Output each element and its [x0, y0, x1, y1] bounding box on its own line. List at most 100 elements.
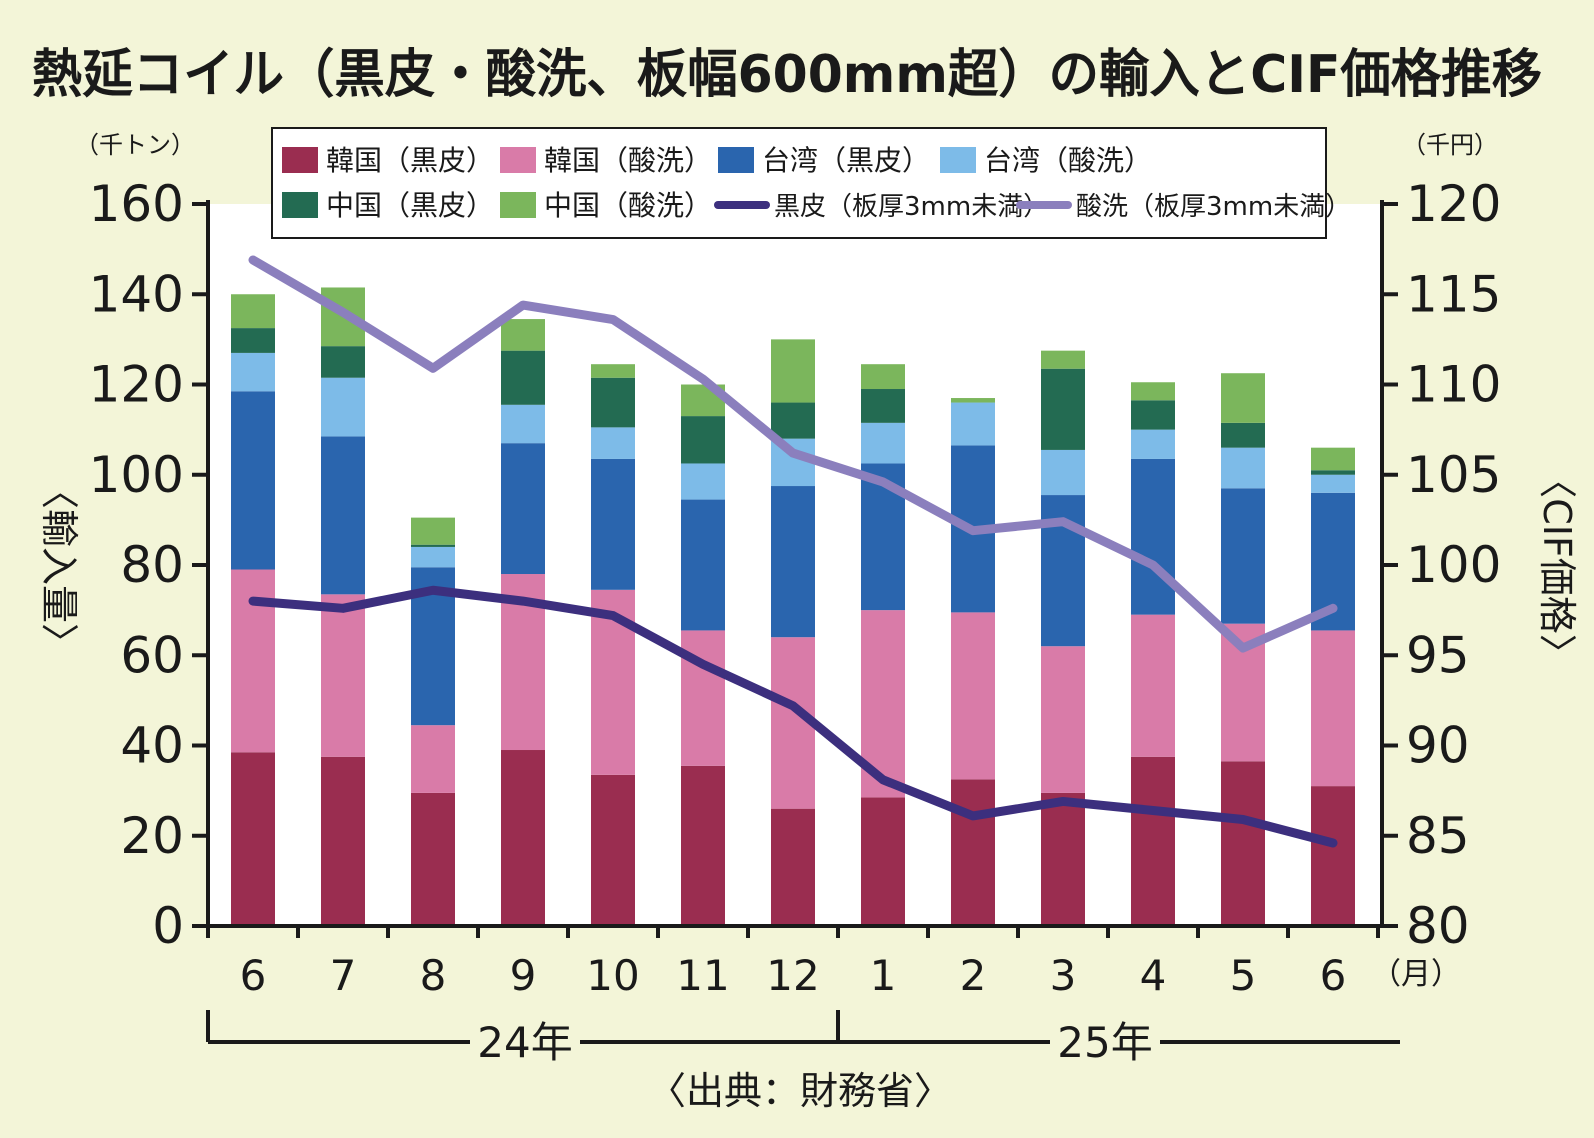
- legend-label-6: 黒皮（板厚3mm未満）: [774, 192, 1049, 222]
- x-tick-label-5: 11: [676, 951, 729, 1000]
- bar-segment-2-3: [501, 443, 545, 575]
- bar-segment-4-3: [501, 350, 545, 405]
- line-series-1: [248, 255, 1338, 653]
- bar-segment-5-11: [1221, 373, 1265, 423]
- bar-segment-5-2: [411, 517, 455, 545]
- bar-segment-0-6: [771, 808, 815, 926]
- bar-segment-5-9: [1041, 350, 1085, 369]
- x-tick-label-6: 12: [766, 951, 819, 1000]
- legend-swatch-5: [500, 192, 536, 218]
- x-tick-label-2: 8: [420, 951, 447, 1000]
- year-label-1: 25年: [1057, 1018, 1152, 1067]
- y-right-unit: （千円）: [1402, 131, 1498, 159]
- bar-segment-0-0: [231, 752, 275, 926]
- y-left-tick-label-6: 120: [89, 356, 184, 414]
- legend-label-2: 台湾（黒皮）: [762, 144, 930, 177]
- y-right-tick-label-1: 85: [1406, 807, 1470, 865]
- bar-segment-5-0: [231, 294, 275, 329]
- legend: 韓国（黒皮） 韓国（酸洗） 台湾（黒皮） 台湾（酸洗） 中国（黒皮） 中国（酸洗） 黒皮（板…: [271, 127, 1351, 239]
- line-series-0: [248, 585, 1338, 848]
- bar-segment-5-6: [771, 339, 815, 403]
- y-left-tick-label-5: 100: [89, 446, 184, 504]
- bar-segment-0-11: [1221, 761, 1265, 926]
- bar-segment-4-2: [411, 544, 455, 547]
- y-left-tick-label-1: 20: [120, 807, 184, 865]
- bar-segment-1-10: [1131, 614, 1175, 757]
- bar-segment-2-10: [1131, 458, 1175, 615]
- y-right-tick-label-6: 110: [1406, 356, 1501, 414]
- bar-segment-2-4: [591, 458, 635, 590]
- x-tick-label-9: 3: [1050, 951, 1077, 1000]
- bar-segment-4-10: [1131, 400, 1175, 430]
- lines-group: [248, 255, 1338, 848]
- bar-segment-3-3: [501, 404, 545, 444]
- source-note: 〈出典：財務省〉: [648, 1069, 952, 1113]
- legend-label-3: 台湾（酸洗）: [984, 144, 1152, 177]
- legend-label-4: 中国（黒皮）: [326, 189, 494, 222]
- bar-segment-5-12: [1311, 447, 1355, 471]
- bar-segment-2-11: [1221, 488, 1265, 624]
- y-left-tick-label-7: 140: [89, 265, 184, 323]
- y-right-tick-label-8: 120: [1406, 175, 1501, 233]
- y-right-tick-label-3: 95: [1406, 626, 1470, 684]
- legend-label-1: 韓国（酸洗）: [544, 144, 712, 177]
- bar-segment-2-5: [681, 499, 725, 631]
- bar-segment-4-0: [231, 328, 275, 353]
- bar-segment-0-7: [861, 797, 905, 926]
- y-right-tick-label-7: 115: [1406, 265, 1501, 323]
- chart-title: 熱延コイル（黒皮・酸洗、板幅600mm超）の輸入とCIF価格推移: [32, 45, 1542, 105]
- bar-segment-0-10: [1131, 756, 1175, 926]
- bar-segment-3-0: [231, 352, 275, 392]
- bar-segment-3-8: [951, 402, 995, 446]
- legend-label-7: 酸洗（板厚3mm未満）: [1076, 192, 1351, 222]
- bar-segment-0-9: [1041, 792, 1085, 926]
- bar-segment-2-0: [231, 391, 275, 570]
- bar-segment-5-10: [1131, 382, 1175, 401]
- legend-swatch-2: [718, 147, 754, 173]
- x-tick-label-4: 10: [586, 951, 639, 1000]
- bar-segment-4-9: [1041, 368, 1085, 450]
- bar-segment-2-6: [771, 486, 815, 638]
- bar-segment-4-5: [681, 416, 725, 464]
- bar-segment-3-10: [1131, 429, 1175, 459]
- x-tick-label-0: 6: [240, 951, 267, 1000]
- bar-segment-3-9: [1041, 449, 1085, 496]
- legend-label-0: 韓国（黒皮）: [326, 144, 494, 177]
- year-label-0: 24年: [477, 1018, 572, 1067]
- bar-segment-1-2: [411, 725, 455, 793]
- bar-segment-2-1: [321, 436, 365, 595]
- bar-segment-1-5: [681, 630, 725, 766]
- bar-segment-1-8: [951, 612, 995, 780]
- x-tick-label-1: 7: [330, 951, 357, 1000]
- bar-segment-3-2: [411, 546, 455, 568]
- bar-segment-0-12: [1311, 786, 1355, 926]
- x-tick-label-12: 6: [1320, 951, 1347, 1000]
- y-right-tick-label-5: 105: [1406, 446, 1501, 504]
- y-left-tick-label-3: 60: [120, 626, 184, 684]
- bar-segment-1-1: [321, 594, 365, 757]
- legend-swatch-0: [282, 147, 318, 173]
- bar-segment-4-4: [591, 377, 635, 428]
- bar-segment-0-3: [501, 750, 545, 926]
- legend-swatch-3: [940, 147, 976, 173]
- x-tick-label-11: 5: [1230, 951, 1257, 1000]
- y-left-tick-label-4: 80: [120, 536, 184, 594]
- legend-label-5: 中国（酸洗）: [544, 189, 712, 222]
- y-left-tick-label-0: 0: [152, 897, 184, 955]
- bar-segment-1-12: [1311, 630, 1355, 787]
- x-tick-label-3: 9: [510, 951, 537, 1000]
- bar-segment-3-7: [861, 422, 905, 464]
- bar-segment-0-4: [591, 774, 635, 926]
- bar-segment-4-12: [1311, 470, 1355, 475]
- bar-segment-3-4: [591, 427, 635, 459]
- bar-segment-3-5: [681, 463, 725, 500]
- bar-segment-0-8: [951, 779, 995, 926]
- legend-box: [271, 127, 1327, 239]
- y-left-label: 〈輸入量〉: [37, 471, 81, 661]
- y-left-tick-label-8: 160: [89, 175, 184, 233]
- x-tick-label-8: 2: [960, 951, 987, 1000]
- legend-swatch-4: [282, 192, 318, 218]
- bar-segment-5-7: [861, 364, 905, 390]
